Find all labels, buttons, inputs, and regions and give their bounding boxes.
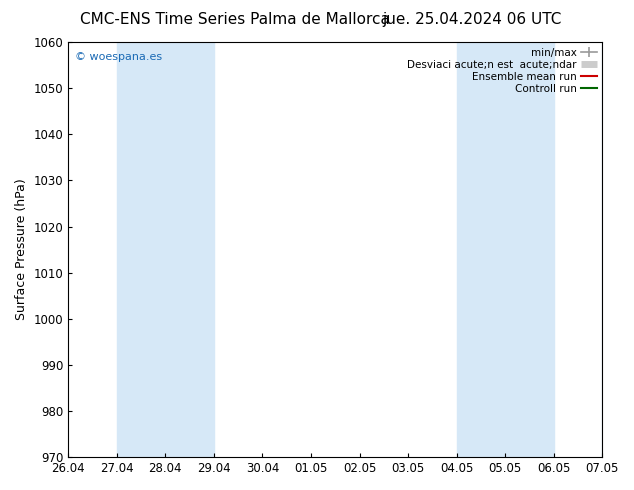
Text: jue. 25.04.2024 06 UTC: jue. 25.04.2024 06 UTC — [383, 12, 562, 27]
Text: CMC-ENS Time Series Palma de Mallorca: CMC-ENS Time Series Palma de Mallorca — [80, 12, 389, 27]
Bar — [602, 42, 634, 457]
Legend: min/max, Desviaci acute;n est  acute;ndar, Ensemble mean run, Controll run: min/max, Desviaci acute;n est acute;ndar… — [403, 44, 601, 98]
Text: © woespana.es: © woespana.es — [75, 52, 162, 62]
Y-axis label: Surface Pressure (hPa): Surface Pressure (hPa) — [15, 179, 28, 320]
Bar — [117, 42, 214, 457]
Bar — [456, 42, 553, 457]
